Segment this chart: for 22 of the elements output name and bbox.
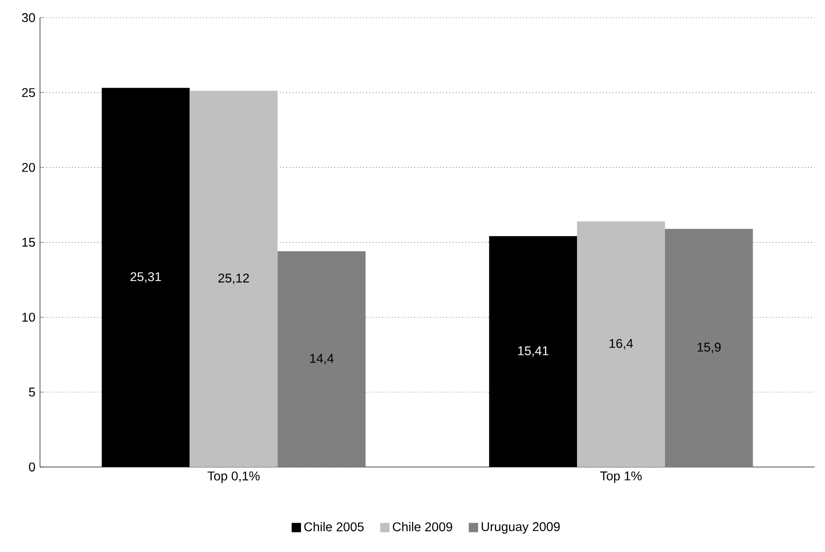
y-tick-label: 30 <box>22 13 36 22</box>
bar <box>278 251 366 467</box>
data-label: 15,41 <box>518 346 548 357</box>
x-tick-label: Top 1% <box>600 471 642 483</box>
bar <box>190 90 278 467</box>
y-tick-label: 25 <box>22 88 35 98</box>
legend-label: Chile 2009 <box>392 522 452 532</box>
y-tick-label: 10 <box>22 312 36 322</box>
y-tick-label: 15 <box>22 238 35 247</box>
y-tick-label: 20 <box>22 162 36 172</box>
x-tick-label: Top 0,1% <box>208 471 260 483</box>
legend-label: Chile 2005 <box>304 522 364 532</box>
data-label: 25,31 <box>130 272 161 283</box>
data-label: 16,4 <box>610 338 633 350</box>
bar <box>577 221 665 467</box>
bar <box>664 228 753 467</box>
y-tick-label: 5 <box>28 388 35 397</box>
legend-label: Uruguay 2009 <box>482 522 560 534</box>
data-label: 25,12 <box>218 274 249 284</box>
data-label: 15,9 <box>698 342 721 354</box>
y-tick-label: 0 <box>28 462 36 472</box>
data-label: 14,4 <box>310 354 334 364</box>
